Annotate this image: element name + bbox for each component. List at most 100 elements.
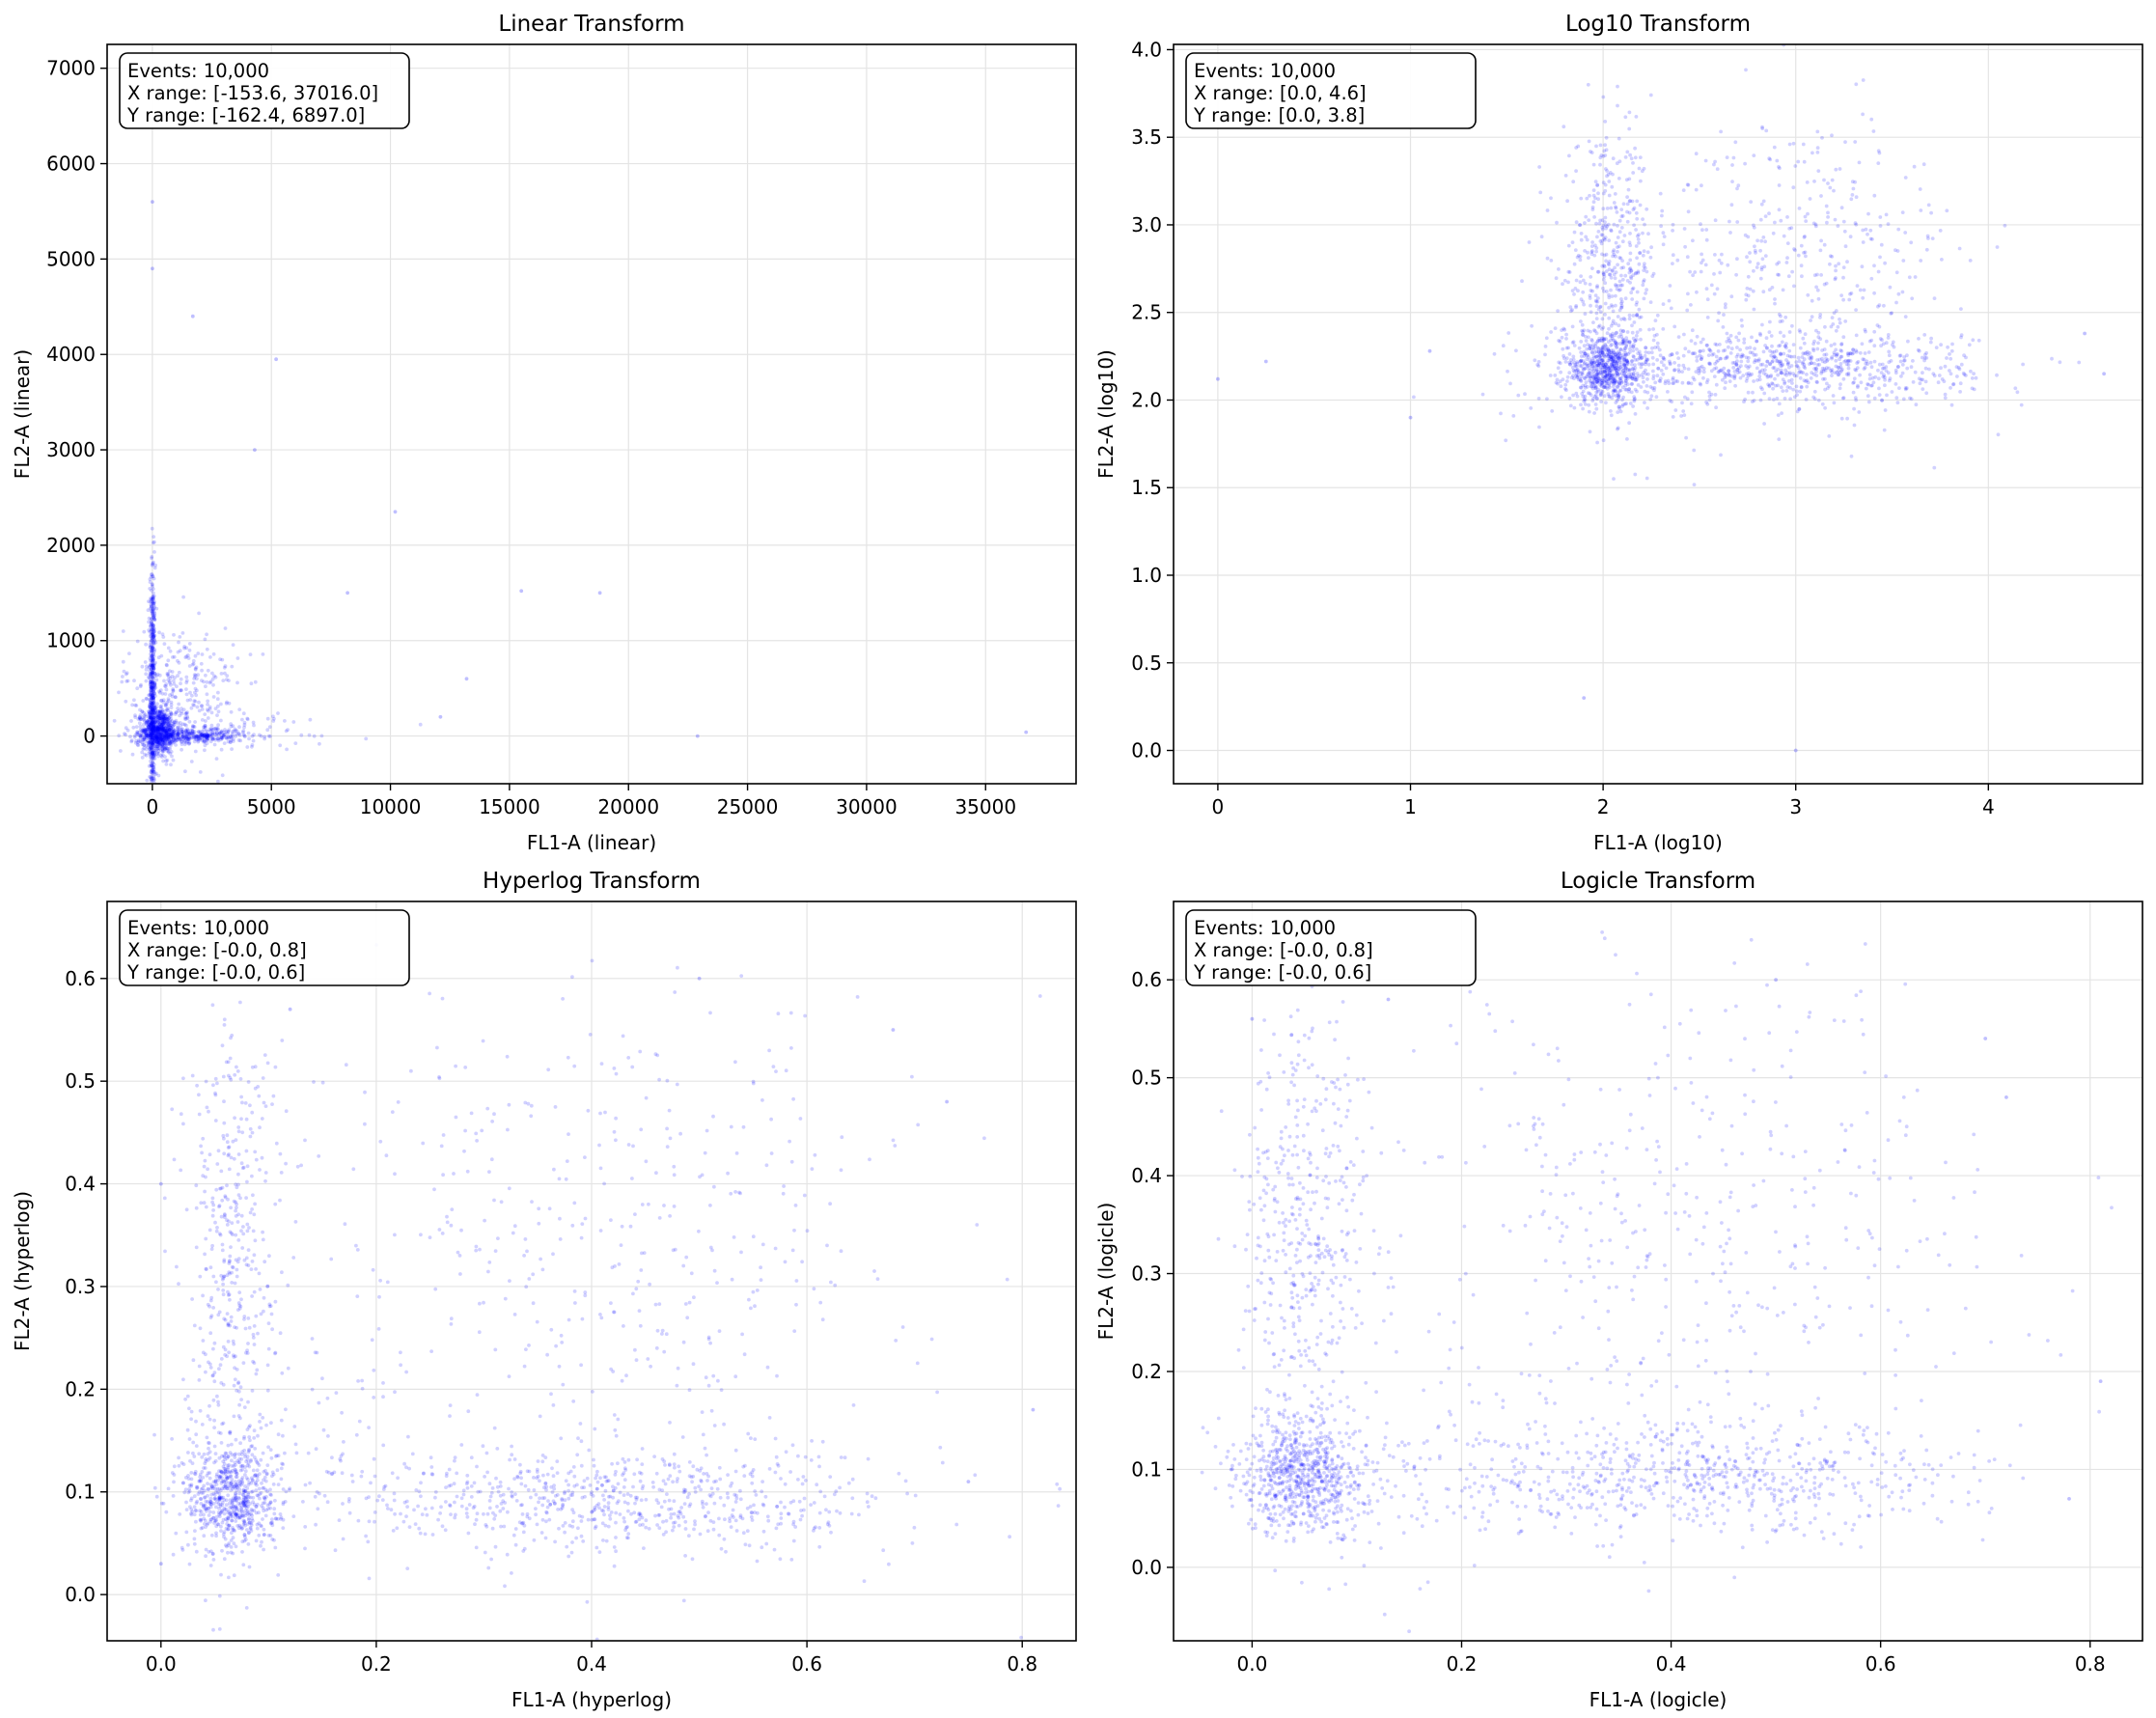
scatter-point <box>161 741 166 745</box>
scatter-point <box>1723 375 1727 380</box>
scatter-point <box>1412 395 1416 400</box>
scatter-point <box>1643 262 1646 266</box>
scatter-point <box>150 617 153 622</box>
scatter-point <box>1795 393 1799 397</box>
scatter-point <box>1852 423 1857 428</box>
scatter-point <box>1896 227 1901 232</box>
scatter-point <box>180 631 185 635</box>
scatter-point <box>148 733 152 737</box>
scatter-point <box>1742 337 1747 342</box>
scatter-point <box>1928 340 1933 345</box>
scatter-point <box>1539 235 1544 239</box>
scatter-point <box>1757 369 1762 374</box>
scatter-point <box>1594 364 1599 368</box>
scatter-point <box>152 606 156 610</box>
scatter-point <box>1571 180 1576 184</box>
scatter-point <box>1584 214 1589 219</box>
scatter-point <box>1854 82 1859 87</box>
scatter-point <box>1596 373 1601 377</box>
scatter-point <box>1594 354 1599 359</box>
scatter-point <box>1613 350 1617 355</box>
scatter-point <box>163 733 168 737</box>
scatter-point <box>1794 360 1799 364</box>
scatter-point <box>150 730 154 734</box>
scatter-point <box>235 1458 240 1463</box>
scatter-point <box>169 706 174 709</box>
scatter-point <box>170 729 175 734</box>
scatter-point <box>157 711 162 715</box>
scatter-point <box>1778 166 1782 171</box>
scatter-point <box>150 721 154 726</box>
scatter-point <box>225 1476 230 1480</box>
x-tick-label: 15000 <box>479 795 540 818</box>
scatter-point <box>1628 232 1632 236</box>
scatter-point <box>162 720 167 725</box>
scatter-point <box>1884 341 1889 346</box>
scatter-point <box>1964 355 1968 360</box>
scatter-point <box>156 724 161 729</box>
scatter-point <box>229 739 233 744</box>
scatter-point <box>211 682 215 687</box>
scatter-point <box>1848 291 1852 296</box>
scatter-point <box>1909 240 1914 245</box>
scatter-point <box>1972 372 1976 375</box>
scatter-point <box>155 733 160 737</box>
scatter-point <box>152 819 155 823</box>
scatter-point <box>1634 338 1639 342</box>
scatter-point <box>1846 363 1851 367</box>
scatter-point <box>151 716 155 720</box>
scatter-point <box>190 662 195 667</box>
scatter-point <box>1559 370 1562 374</box>
scatter-point <box>212 1460 216 1465</box>
scatter-point <box>1746 293 1751 298</box>
scatter-point <box>1634 302 1639 307</box>
scatter-point <box>154 1494 159 1499</box>
scatter-point <box>156 734 161 739</box>
scatter-point <box>1567 270 1572 274</box>
scatter-point <box>193 675 197 679</box>
scatter-point <box>224 702 229 706</box>
scatter-point <box>1637 166 1642 171</box>
scatter-point <box>163 726 167 731</box>
scatter-point <box>1771 231 1776 236</box>
scatter-point <box>167 730 172 734</box>
scatter-point <box>160 735 165 740</box>
scatter-point <box>1590 386 1595 391</box>
scatter-point <box>1623 402 1627 406</box>
scatter-point <box>167 727 172 732</box>
scatter-point <box>141 728 146 733</box>
scatter-point <box>187 1483 192 1487</box>
scatter-point <box>164 734 169 738</box>
scatter-point <box>146 738 151 743</box>
scatter-point <box>153 640 158 645</box>
scatter-point <box>1577 223 1582 227</box>
scatter-point <box>1592 364 1597 369</box>
scatter-point <box>1591 188 1596 193</box>
scatter-point <box>159 734 164 739</box>
scatter-point <box>151 627 155 632</box>
scatter-point <box>1671 375 1675 380</box>
scatter-point <box>1769 353 1774 358</box>
scatter-point <box>1753 244 1756 249</box>
scatter-point <box>1629 156 1634 161</box>
scatter-point <box>1549 259 1554 263</box>
scatter-point <box>1692 448 1697 453</box>
scatter-point <box>1768 362 1772 366</box>
scatter-point <box>1597 377 1602 382</box>
scatter-point <box>1623 381 1628 385</box>
scatter-point <box>1593 342 1598 346</box>
scatter-point <box>287 1487 291 1492</box>
scatter-point <box>152 613 156 618</box>
scatter-point <box>1644 360 1648 364</box>
scatter-point <box>235 1513 239 1517</box>
scatter-point <box>1612 477 1616 481</box>
scatter-point <box>1722 366 1727 371</box>
scatter-point <box>1604 379 1609 384</box>
scatter-point <box>159 723 164 727</box>
scatter-point <box>1617 244 1621 249</box>
scatter-point <box>148 671 152 676</box>
scatter-point <box>1582 302 1586 307</box>
scatter-point <box>1631 345 1636 349</box>
scatter-point <box>1620 404 1624 408</box>
scatter-point <box>1633 358 1638 362</box>
